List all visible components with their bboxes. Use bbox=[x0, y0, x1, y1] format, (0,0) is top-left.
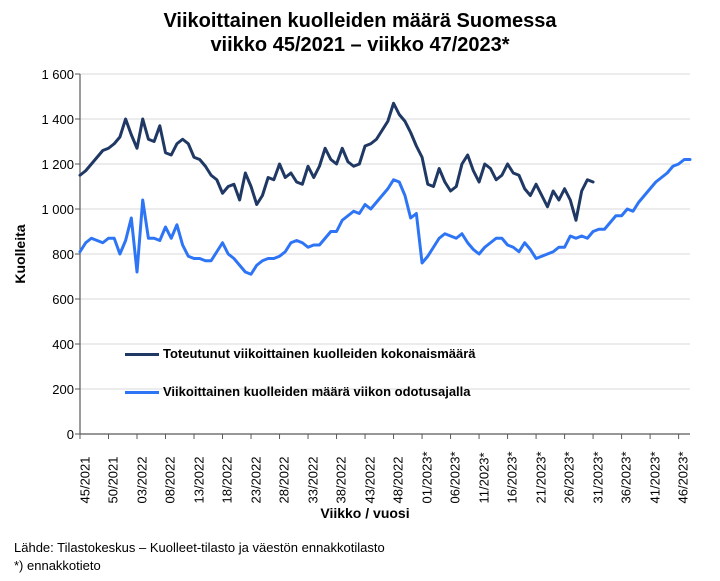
x-tick-label: 06/2023* bbox=[448, 451, 463, 503]
x-tick-label: 36/2023* bbox=[619, 451, 634, 503]
y-tick-label: 1 600 bbox=[28, 67, 74, 82]
x-tick-label: 50/2021 bbox=[106, 457, 121, 504]
y-tick-label: 1 000 bbox=[28, 202, 74, 217]
x-tick-label: 28/2022 bbox=[277, 457, 292, 504]
legend-swatch bbox=[125, 391, 159, 394]
x-tick-label: 11/2023* bbox=[476, 452, 491, 503]
footnote-line2: *) ennakkotieto bbox=[14, 558, 101, 573]
x-tick-label: 08/2022 bbox=[163, 457, 178, 504]
x-tick-label: 45/2021 bbox=[77, 457, 92, 504]
x-tick-label: 38/2022 bbox=[334, 457, 349, 504]
x-tick-label: 03/2022 bbox=[134, 457, 149, 504]
x-axis-label: Viikko / vuosi bbox=[40, 505, 690, 521]
x-tick-label: 41/2023* bbox=[647, 451, 662, 503]
x-tick-label: 13/2022 bbox=[191, 457, 206, 504]
y-tick-label: 1 200 bbox=[28, 157, 74, 172]
x-tick-label: 16/2023* bbox=[505, 451, 520, 503]
x-tick-label: 43/2022 bbox=[362, 457, 377, 504]
y-tick-label: 0 bbox=[28, 427, 74, 442]
y-tick-label: 600 bbox=[28, 292, 74, 307]
x-tick-label: 46/2023* bbox=[676, 451, 691, 503]
legend-swatch bbox=[125, 353, 159, 356]
y-tick-label: 1 400 bbox=[28, 112, 74, 127]
x-tick-label: 48/2022 bbox=[391, 457, 406, 504]
footnote-line1: Lähde: Tilastokeskus – Kuolleet-tilasto … bbox=[14, 540, 385, 555]
x-tick-label: 01/2023* bbox=[419, 451, 434, 503]
x-tick-label: 18/2022 bbox=[220, 457, 235, 504]
legend-label: Toteutunut viikoittainen kuolleiden koko… bbox=[163, 346, 476, 361]
x-tick-label: 33/2022 bbox=[305, 457, 320, 504]
x-tick-label: 23/2022 bbox=[248, 457, 263, 504]
x-tick-label: 26/2023* bbox=[562, 451, 577, 503]
legend-label: Viikoittainen kuolleiden määrä viikon od… bbox=[163, 384, 471, 399]
chart-container: Viikoittainen kuolleiden määrä Suomessa … bbox=[0, 0, 720, 581]
x-tick-label: 31/2023* bbox=[590, 451, 605, 503]
y-tick-label: 800 bbox=[28, 247, 74, 262]
y-tick-label: 400 bbox=[28, 337, 74, 352]
x-tick-label: 21/2023* bbox=[533, 451, 548, 503]
y-tick-label: 200 bbox=[28, 382, 74, 397]
